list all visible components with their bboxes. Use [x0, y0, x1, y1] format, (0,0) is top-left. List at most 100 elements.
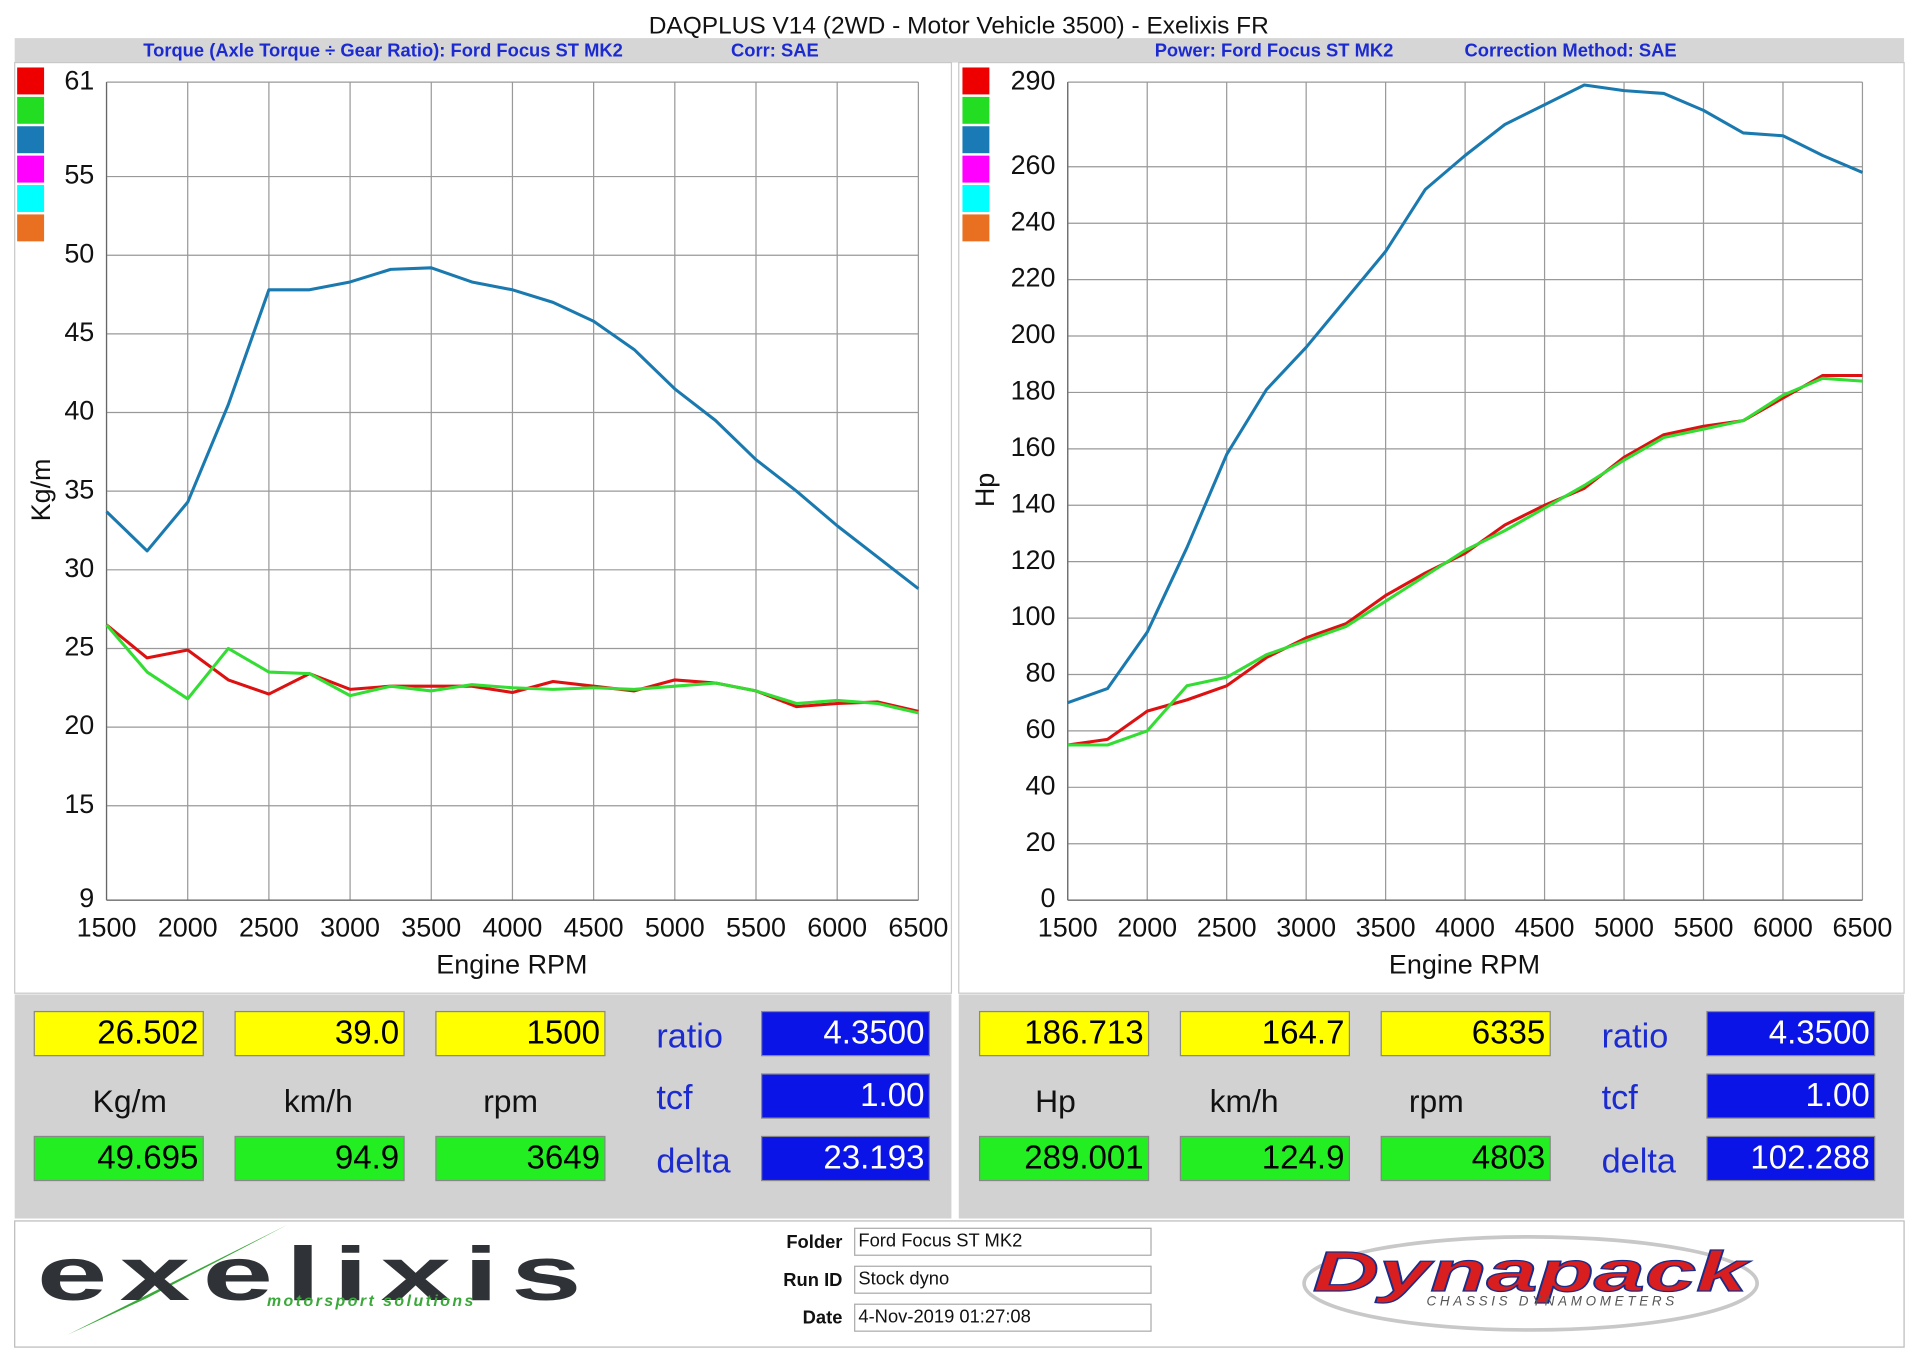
y-tick-label: 40 — [64, 396, 94, 426]
chart-title: Power: Ford Focus ST MK2 — [1155, 39, 1394, 60]
x-tick-label: 3500 — [1356, 913, 1416, 943]
y-tick-label: 240 — [1011, 206, 1056, 236]
legend-swatch — [17, 155, 45, 183]
y-tick-label: 260 — [1011, 150, 1056, 180]
field-box — [854, 1227, 1152, 1256]
current-value: 26.502 — [97, 1015, 198, 1052]
legend-swatch — [17, 67, 45, 95]
logo-dynapack: Dynapack — [1313, 1240, 1752, 1303]
param-value: 4.3500 — [823, 1015, 924, 1052]
legend-swatch — [962, 126, 990, 154]
chart-title: Torque (Axle Torque ÷ Gear Ratio): Ford … — [143, 39, 623, 60]
x-tick-label: 4500 — [564, 913, 624, 943]
field-value: 4-Nov-2019 01:27:08 — [858, 1306, 1031, 1327]
x-axis-label: Engine RPM — [1389, 949, 1540, 979]
legend-swatch — [962, 96, 990, 124]
field-label: Date — [803, 1307, 843, 1328]
param-value: 1.00 — [860, 1077, 924, 1114]
legend-swatch — [962, 185, 990, 212]
param-label: delta — [656, 1142, 731, 1180]
current-value: 6335 — [1472, 1015, 1546, 1052]
y-tick-label: 60 — [1026, 714, 1056, 744]
peak-value: 4803 — [1472, 1139, 1546, 1176]
chart-subtitle: Corr: SAE — [731, 39, 819, 60]
param-label: tcf — [1602, 1079, 1639, 1117]
x-tick-label: 3500 — [401, 913, 461, 943]
legend-swatch — [962, 155, 990, 183]
current-box — [978, 1010, 1150, 1057]
y-tick-label: 120 — [1011, 545, 1056, 575]
peak-value: 94.9 — [335, 1139, 399, 1176]
unit-label: km/h — [1210, 1083, 1279, 1119]
y-tick-label: 160 — [1011, 432, 1056, 462]
field-label: Folder — [786, 1231, 842, 1252]
x-tick-label: 6000 — [1753, 913, 1813, 943]
current-value: 164.7 — [1262, 1015, 1345, 1052]
y-tick-label: 55 — [64, 160, 94, 190]
x-axis-label: Engine RPM — [436, 949, 587, 979]
data-line — [1067, 83, 1864, 705]
param-value: 23.193 — [823, 1139, 924, 1176]
y-tick-label: 20 — [1026, 827, 1056, 857]
x-tick-label: 5000 — [645, 913, 705, 943]
logo-ring — [1302, 1235, 1759, 1332]
peak-value: 49.695 — [97, 1139, 198, 1176]
y-tick-label: 40 — [1026, 770, 1056, 800]
unit-label: Hp — [1035, 1083, 1076, 1119]
current-value: 1500 — [526, 1015, 600, 1052]
y-tick-label: 220 — [1011, 263, 1056, 293]
right-panel — [958, 61, 1905, 994]
y-tick-label: 180 — [1011, 376, 1056, 406]
peak-value: 124.9 — [1262, 1139, 1345, 1176]
y-tick-label: 61 — [64, 65, 94, 95]
y-axis-label: Kg/m — [26, 459, 56, 522]
page-title: DAQPLUS V14 (2WD - Motor Vehicle 3500) -… — [649, 13, 1269, 40]
y-tick-label: 45 — [64, 317, 94, 347]
param-label: ratio — [1602, 1018, 1669, 1056]
param-label: tcf — [656, 1079, 693, 1117]
param-label: ratio — [656, 1018, 723, 1056]
x-tick-label: 2500 — [239, 913, 299, 943]
param-box — [761, 1073, 930, 1119]
field-value: Stock dyno — [858, 1268, 949, 1289]
logos: exelixis motorsport solutions Dynapack C… — [37, 1224, 1759, 1335]
peak-box — [1179, 1135, 1350, 1182]
left-panel — [14, 61, 953, 994]
param-value: 1.00 — [1805, 1077, 1869, 1114]
peak-value: 3649 — [526, 1139, 600, 1176]
y-tick-label: 25 — [64, 632, 94, 662]
x-tick-label: 4000 — [1435, 913, 1495, 943]
y-tick-label: 30 — [64, 553, 94, 583]
y-tick-label: 140 — [1011, 488, 1056, 518]
y-tick-label: 80 — [1026, 658, 1056, 688]
logo-exelixis: exelixis — [37, 1232, 594, 1317]
y-tick-label: 9 — [79, 883, 94, 913]
legend-swatch — [962, 67, 990, 95]
param-box — [761, 1010, 930, 1057]
legend-swatch — [17, 185, 45, 212]
peak-box — [435, 1135, 606, 1182]
peak-box — [33, 1135, 204, 1182]
data-line — [105, 266, 920, 590]
y-tick-label: 290 — [1011, 65, 1056, 95]
param-label: delta — [1602, 1142, 1677, 1180]
x-tick-label: 5500 — [1674, 913, 1734, 943]
current-box — [33, 1010, 204, 1057]
subtitle-bar — [14, 38, 1905, 63]
logo-dynapack-tagline: CHASSIS DYNAMOMETERS — [1427, 1293, 1678, 1308]
data-line — [105, 623, 919, 715]
current-value: 39.0 — [335, 1015, 399, 1052]
param-box — [1706, 1073, 1876, 1119]
y-tick-label: 50 — [64, 238, 94, 268]
logo-tagline: motorsport solutions — [267, 1293, 476, 1310]
x-tick-label: 6000 — [807, 913, 867, 943]
unit-label: rpm — [1409, 1083, 1464, 1119]
peak-box — [1380, 1135, 1551, 1182]
x-tick-label: 1500 — [77, 913, 137, 943]
data-line — [105, 623, 919, 713]
field-value: Ford Focus ST MK2 — [858, 1230, 1022, 1251]
x-tick-label: 4000 — [482, 913, 542, 943]
unit-label: km/h — [284, 1083, 353, 1119]
legend-swatch — [17, 214, 45, 242]
